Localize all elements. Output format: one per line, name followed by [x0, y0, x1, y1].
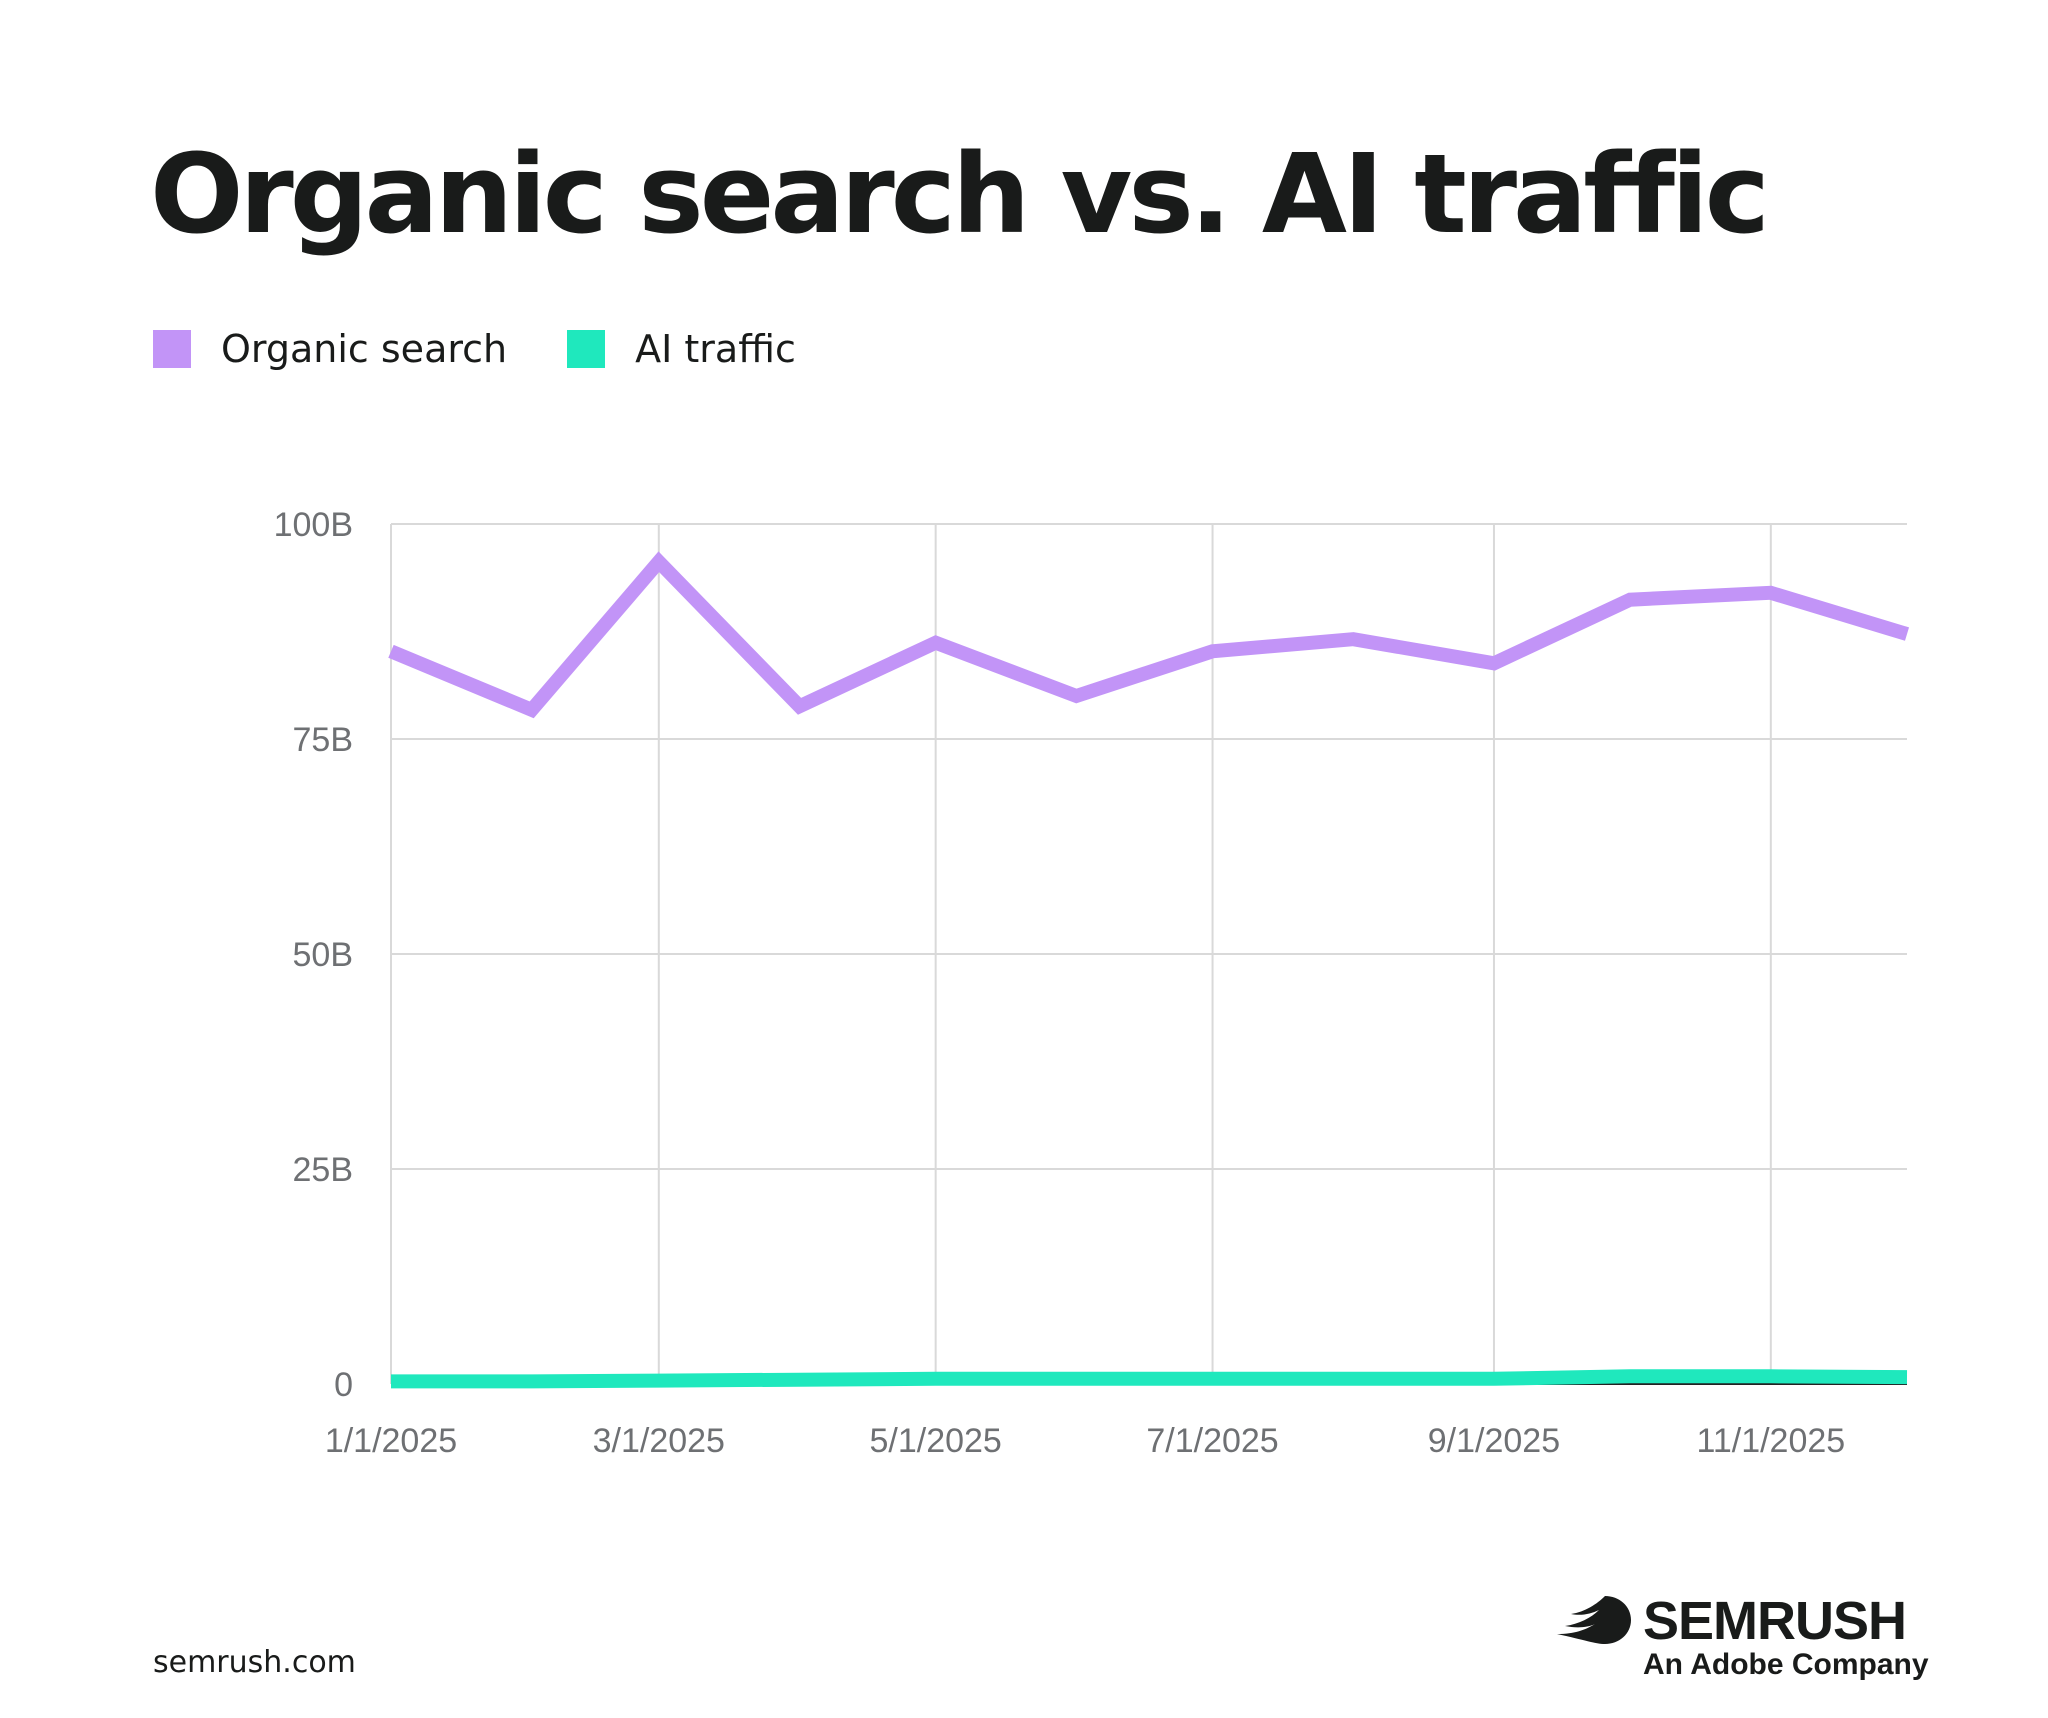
chart-title: Organic search vs. AI traffic	[150, 130, 1770, 258]
legend-swatch-ai-traffic	[567, 330, 606, 368]
chart-series	[388, 551, 1910, 1389]
footer-url: semrush.com	[153, 1645, 356, 1680]
legend-label-ai-traffic: AI traffic	[635, 327, 796, 371]
y-tick-label: 0	[334, 1366, 353, 1404]
y-tick-label: 100B	[274, 506, 353, 544]
x-tick-label: 3/1/2025	[593, 1422, 725, 1460]
legend-item-organic-search: Organic search	[153, 327, 507, 371]
chart-legend: Organic search AI traffic	[153, 327, 856, 371]
series-line-ai-traffic	[391, 1369, 1908, 1389]
x-tick-label: 11/1/2025	[1696, 1422, 1845, 1460]
chart-ticks: 0 25B 50B 75B 100B 1/1/2025 3/1/2025 5/1/2025 7/…	[274, 506, 1846, 1460]
x-tick-label: 5/1/2025	[869, 1422, 1001, 1460]
semrush-wordmark: SEMRUSH	[1643, 1591, 1907, 1651]
y-tick-label: 50B	[293, 936, 354, 974]
legend-item-ai-traffic: AI traffic	[567, 327, 796, 371]
series-line-organic-search	[388, 551, 1910, 719]
x-tick-label: 7/1/2025	[1146, 1422, 1278, 1460]
y-tick-label: 75B	[293, 721, 354, 759]
legend-swatch-organic-search	[153, 330, 191, 368]
y-tick-label: 25B	[293, 1151, 354, 1189]
x-tick-label: 9/1/2025	[1428, 1422, 1560, 1460]
x-tick-label: 1/1/2025	[325, 1422, 457, 1460]
semrush-logo: SEMRUSH An Adobe Company	[1555, 1590, 1929, 1690]
legend-label-organic-search: Organic search	[221, 327, 508, 371]
semrush-tagline: An Adobe Company	[1643, 1648, 1929, 1681]
chart-grid	[390, 523, 1907, 1385]
semrush-flame-icon	[1557, 1596, 1631, 1644]
